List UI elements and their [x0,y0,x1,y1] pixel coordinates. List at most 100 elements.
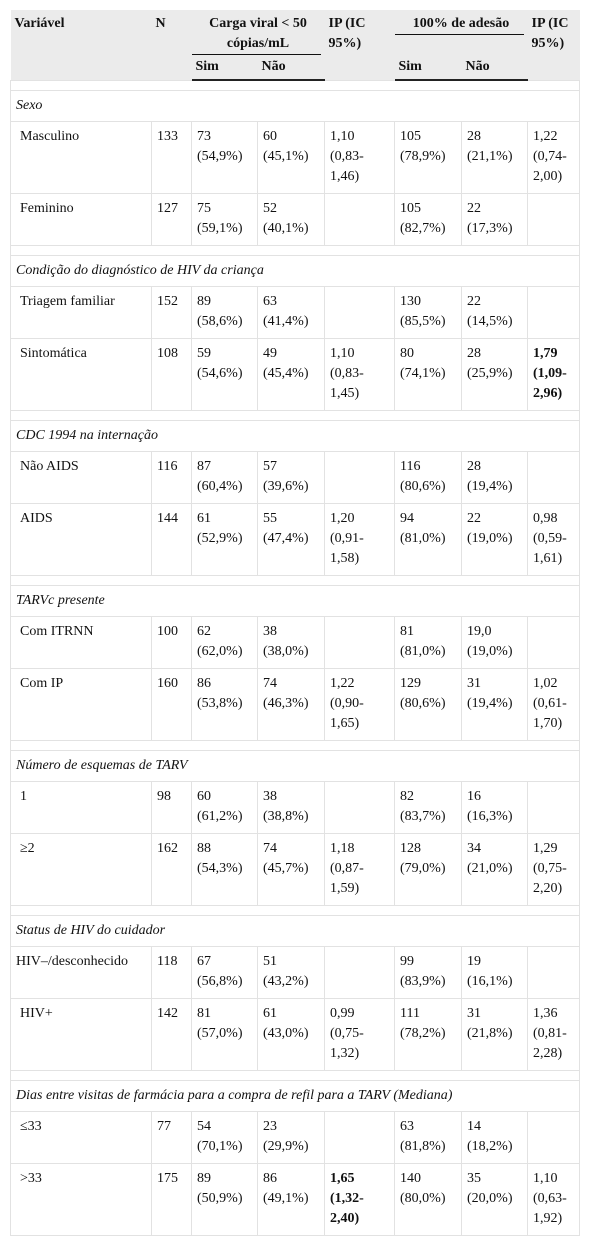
table-row: AIDS 144 61 (52,9%) 55 (47,4%) 1,20 (0,91-1,… [10,503,581,576]
cell-ad-sim: 130 (85,5%) [394,286,462,339]
table-row: ≥2 162 88 (54,3%) 74 (45,7%) 1,18 (0,87-1,59… [10,833,581,906]
row-label: Triagem familiar [10,286,152,339]
group-title: Dias entre visitas de farmácia para a co… [9,1080,581,1112]
group-title: Sexo [9,90,581,122]
group-spacer [9,79,581,91]
cell-ip-2 [527,286,581,339]
cell-ad-nao: 19,0 (19,0%) [460,616,529,669]
cell-ad-sim: 128 (79,0%) [394,833,462,906]
cell-ip-1 [324,616,395,669]
table-row: ≤33 77 54 (70,1%) 23 (29,9%) 63 (81,8%) 14 (1… [10,1111,581,1164]
table-header: Variável N Carga viral < 50 cópias/mL IP… [10,10,580,81]
table-row: 1 98 60 (61,2%) 38 (38,8%) 82 (83,7%) 16 (16,… [10,781,581,834]
cell-ad-nao: 22 (14,5%) [460,286,529,339]
cell-cv-sim: 89 (58,6%) [191,286,258,339]
cell-ip-2 [527,451,581,504]
cell-cv-nao: 49 (45,4%) [257,338,325,411]
cell-ad-nao: 16 (16,3%) [460,781,529,834]
cell-ip-2: 1,22 (0,74-2,00) [527,121,581,194]
row-label: Feminino [10,193,152,246]
cell-ad-sim: 105 (82,7%) [394,193,462,246]
cell-ad-nao: 28 (21,1%) [460,121,529,194]
cell-ip-1: 0,99 (0,75-1,32) [324,998,395,1071]
header-ad-nao: Não [461,55,528,81]
cell-ad-nao: 34 (21,0%) [460,833,529,906]
cell-cv-sim: 62 (62,0%) [191,616,258,669]
group-title: CDC 1994 na internação [9,420,581,452]
row-label: HIV–/desconhecido [10,946,152,999]
table-body: Sexo Masculino 133 73 (54,9%) 60 (45,1%) 1,10… [9,79,581,1236]
cell-cv-sim: 59 (54,6%) [191,338,258,411]
row-label: Com IP [10,668,152,741]
cell-ip-2: 1,79 (1,09-2,96) [527,338,581,411]
cell-ad-sim: 82 (83,7%) [394,781,462,834]
cell-cv-sim: 61 (52,9%) [191,503,258,576]
spacer-cell [9,245,581,256]
cell-ip-1: 1,65 (1,32-2,40) [324,1163,395,1236]
cell-cv-sim: 86 (53,8%) [191,668,258,741]
cell-ip-2 [527,781,581,834]
group-header-row: CDC 1994 na internação [9,420,581,452]
cell-cv-sim: 67 (56,8%) [191,946,258,999]
cell-ip-1: 1,20 (0,91-1,58) [324,503,395,576]
cell-n: 175 [151,1163,192,1236]
row-label: AIDS [10,503,152,576]
cell-ad-nao: 31 (19,4%) [460,668,529,741]
cell-cv-nao: 55 (47,4%) [257,503,325,576]
row-label: Não AIDS [10,451,152,504]
group-header-row: Dias entre visitas de farmácia para a co… [9,1080,581,1112]
cell-n: 142 [151,998,192,1071]
cell-ip-1: 1,10 (0,83-1,45) [324,338,395,411]
cell-cv-nao: 23 (29,9%) [257,1111,325,1164]
cell-ip-2: 1,29 (0,75-2,20) [527,833,581,906]
row-label: >33 [10,1163,152,1236]
row-label: 1 [10,781,152,834]
cell-ad-sim: 94 (81,0%) [394,503,462,576]
cell-ip-1: 1,22 (0,90-1,65) [324,668,395,741]
group-spacer [9,410,581,421]
cell-ip-2 [527,946,581,999]
cell-ad-nao: 22 (19,0%) [460,503,529,576]
cell-cv-sim: 60 (61,2%) [191,781,258,834]
header-variavel: Variável [10,10,152,80]
spacer-cell [9,1070,581,1081]
header-carga-viral: Carga viral < 50 cópias/mL [191,10,325,55]
cell-ad-nao: 19 (16,1%) [460,946,529,999]
header-adesao-label: 100% de adesão [394,14,524,35]
header-ip-1: IP (IC 95%) [324,10,395,80]
table-row: Com ITRNN 100 62 (62,0%) 38 (38,0%) 81 (81,0… [10,616,581,669]
cell-ad-nao: 14 (18,2%) [460,1111,529,1164]
cell-cv-nao: 60 (45,1%) [257,121,325,194]
table-row: Triagem familiar 152 89 (58,6%) 63 (41,4%) 1… [10,286,581,339]
cell-ad-sim: 63 (81,8%) [394,1111,462,1164]
group-spacer [9,575,581,586]
cell-cv-sim: 88 (54,3%) [191,833,258,906]
cell-ad-sim: 140 (80,0%) [394,1163,462,1236]
cell-ad-nao: 28 (19,4%) [460,451,529,504]
row-label: ≤33 [10,1111,152,1164]
spacer-cell [9,575,581,586]
cell-cv-sim: 87 (60,4%) [191,451,258,504]
cell-cv-nao: 52 (40,1%) [257,193,325,246]
cell-n: 162 [151,833,192,906]
cell-n: 98 [151,781,192,834]
cell-cv-sim: 89 (50,9%) [191,1163,258,1236]
row-label: Masculino [10,121,152,194]
cell-ip-1 [324,1111,395,1164]
group-title: Status de HIV do cuidador [9,915,581,947]
cell-cv-nao: 86 (49,1%) [257,1163,325,1236]
row-label: ≥2 [10,833,152,906]
cell-n: 160 [151,668,192,741]
table-row: Masculino 133 73 (54,9%) 60 (45,1%) 1,10 (0,… [10,121,581,194]
cell-cv-nao: 74 (45,7%) [257,833,325,906]
cell-ad-sim: 80 (74,1%) [394,338,462,411]
table-row: >33 175 89 (50,9%) 86 (49,1%) 1,65 (1,32-2,4… [10,1163,581,1236]
cell-ip-2: 1,10 (0,63-1,92) [527,1163,581,1236]
header-ip-2: IP (IC 95%) [527,10,580,80]
cell-ip-1 [324,781,395,834]
cell-ad-sim: 81 (81,0%) [394,616,462,669]
cell-ip-2: 1,02 (0,61-1,70) [527,668,581,741]
row-label: HIV+ [10,998,152,1071]
group-title: Número de esquemas de TARV [9,750,581,782]
